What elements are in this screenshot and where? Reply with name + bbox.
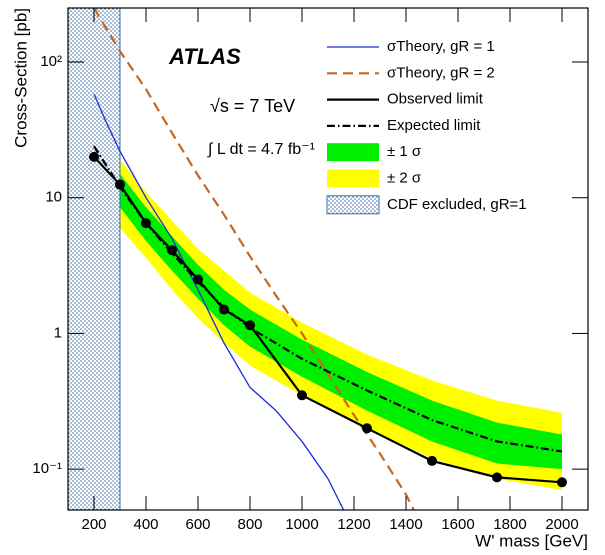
marker	[245, 320, 255, 331]
marker	[427, 455, 437, 466]
legend-swatch	[327, 169, 379, 188]
excluded-region	[68, 8, 121, 510]
legend-label: Expected limit	[387, 117, 481, 134]
legend-swatch	[327, 143, 379, 162]
y-axis-title: Cross-Section [pb]	[11, 8, 30, 148]
annotation: √s = 7 TeV	[210, 96, 295, 116]
marker	[167, 245, 177, 256]
x-tick-label: 1800	[493, 516, 526, 533]
plot-frame	[67, 7, 589, 511]
legend-label: ± 2 σ	[387, 169, 422, 186]
x-tick-label: 1600	[441, 516, 474, 533]
legend-label: σTheory, gR = 1	[387, 38, 495, 55]
legend-label: ± 1 σ	[387, 143, 422, 160]
marker	[557, 477, 567, 488]
band	[94, 132, 562, 470]
series-line	[93, 145, 563, 453]
series-line	[93, 93, 345, 510]
y-tick-label: 1	[54, 324, 62, 341]
y-tick-label: 10²	[40, 53, 62, 70]
marker	[362, 423, 372, 434]
chart-title: ATLAS	[168, 44, 241, 69]
x-tick-label: 400	[133, 516, 158, 533]
x-tick-label: 800	[237, 516, 262, 533]
x-axis-title: W' mass [GeV]	[475, 531, 588, 550]
marker	[492, 472, 502, 483]
legend-label: Observed limit	[387, 91, 484, 108]
legend-label: σTheory, gR = 2	[387, 64, 495, 81]
marker	[297, 390, 307, 401]
x-tick-label: 1200	[337, 516, 370, 533]
marker	[219, 304, 229, 315]
marker	[193, 274, 203, 285]
annotation: ∫ L dt = 4.7 fb⁻¹	[207, 141, 315, 158]
series-line	[93, 8, 415, 510]
plot-area	[68, 8, 567, 510]
legend-swatch	[326, 195, 380, 215]
y-tick-label: 10	[45, 189, 62, 206]
y-tick-label: 10⁻¹	[32, 460, 62, 477]
x-tick-label: 600	[185, 516, 210, 533]
x-tick-label: 2000	[545, 516, 578, 533]
x-tick-label: 1000	[285, 516, 318, 533]
x-tick-label: 200	[81, 516, 106, 533]
legend-label: CDF excluded, gR=1	[387, 196, 527, 213]
x-tick-label: 1400	[389, 516, 422, 533]
band	[94, 120, 562, 491]
marker	[89, 151, 99, 162]
